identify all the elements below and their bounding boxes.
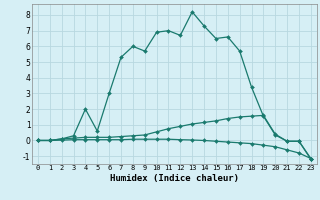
X-axis label: Humidex (Indice chaleur): Humidex (Indice chaleur) xyxy=(110,174,239,183)
